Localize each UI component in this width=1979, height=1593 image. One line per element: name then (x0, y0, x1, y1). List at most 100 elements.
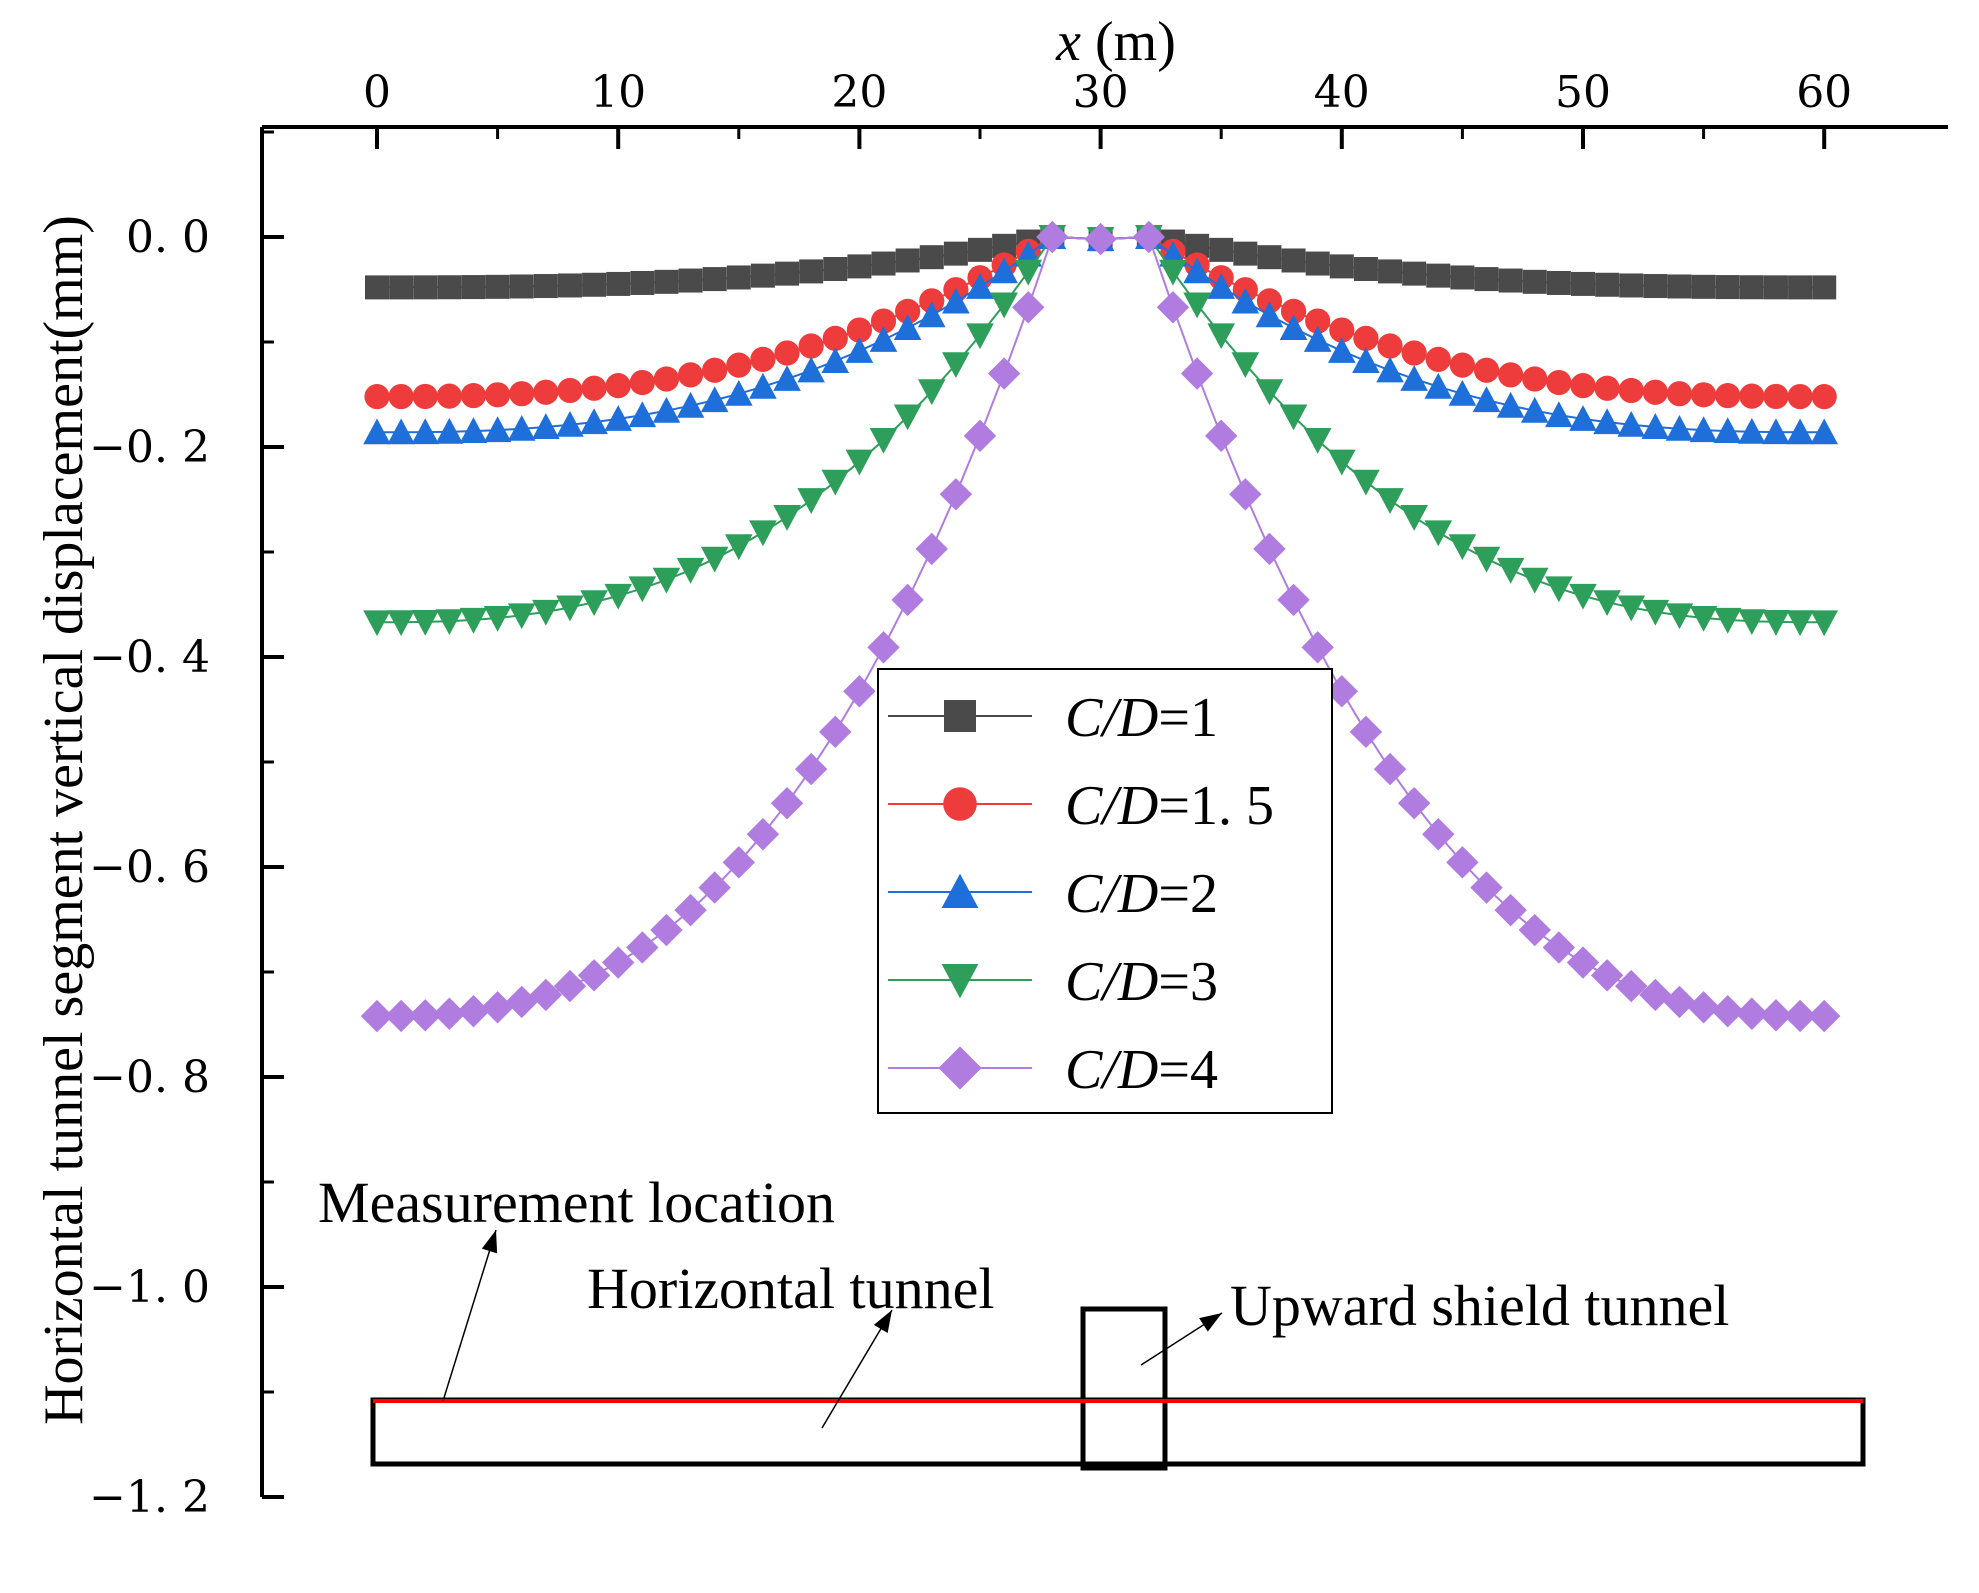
data-point (990, 257, 1018, 284)
data-point (1545, 576, 1573, 603)
data-point (1036, 220, 1069, 254)
data-point (1546, 270, 1571, 295)
data-point (1328, 337, 1356, 363)
data-point (1595, 272, 1620, 297)
legend-label-value: =1. 5 (1158, 775, 1274, 837)
data-point (775, 261, 800, 286)
series-square (365, 225, 1837, 300)
data-point (1615, 969, 1648, 1003)
data-point (869, 427, 898, 454)
data-point (483, 416, 512, 443)
data-point (1448, 379, 1477, 406)
data-point (1352, 347, 1380, 374)
data-point (1257, 245, 1282, 270)
data-point (604, 405, 632, 431)
legend-label-value: =2 (1158, 863, 1218, 925)
data-point (1305, 308, 1331, 334)
data-point (1739, 275, 1764, 300)
data-point (507, 414, 536, 441)
data-point (773, 505, 801, 531)
data-point (437, 275, 462, 300)
data-point (1542, 931, 1576, 964)
data-point (990, 292, 1018, 319)
legend-label-value: =3 (1158, 951, 1218, 1013)
data-point (700, 546, 729, 573)
data-point (942, 287, 970, 314)
data-point (529, 978, 563, 1012)
data-point (821, 469, 850, 496)
data-point (1255, 379, 1284, 406)
data-point (1255, 301, 1284, 328)
data-point (1280, 298, 1307, 324)
data-point (1426, 263, 1451, 288)
data-point (483, 605, 512, 632)
data-point (943, 241, 968, 266)
legend-marker (941, 964, 979, 999)
data-point (1449, 352, 1475, 378)
x-tick-label: 0 (363, 67, 391, 118)
data-point (1569, 405, 1597, 431)
data-point (1185, 233, 1210, 258)
data-point (1301, 631, 1334, 664)
data-point (917, 379, 946, 406)
data-point (1424, 520, 1453, 547)
series-line (377, 235, 1825, 398)
data-point (1305, 251, 1330, 276)
data-point (435, 609, 464, 635)
data-point (676, 391, 705, 418)
data-point (1810, 610, 1838, 637)
data-point (653, 366, 680, 392)
data-point (1253, 532, 1286, 566)
horizontal-tunnel-arrow (821, 1309, 893, 1429)
data-point (1373, 752, 1407, 786)
legend-label-value: =1 (1158, 687, 1218, 749)
data-point (749, 520, 777, 547)
data-point (1402, 261, 1427, 286)
data-point (919, 288, 945, 314)
data-point (1397, 787, 1431, 820)
data-point (750, 263, 775, 288)
legend-label: C/D=2 (1065, 863, 1218, 925)
data-point (1571, 271, 1595, 296)
data-point (1498, 362, 1524, 388)
legend-marker (938, 1046, 982, 1090)
legend-label: C/D=3 (1065, 951, 1218, 1013)
data-point (654, 269, 679, 294)
y-tick-label: −0. 2 (89, 422, 210, 473)
data-point (1715, 382, 1741, 409)
data-point (1376, 488, 1404, 514)
data-point (363, 610, 391, 637)
data-point (1665, 603, 1694, 630)
data-point (1663, 985, 1696, 1019)
data-point (1496, 391, 1525, 418)
data-point (749, 372, 777, 399)
data-point (915, 532, 948, 566)
data-point (577, 959, 611, 992)
data-point (1691, 382, 1717, 408)
data-point (1566, 946, 1600, 979)
data-point (968, 237, 992, 262)
data-point (845, 337, 874, 363)
data-point (507, 603, 536, 630)
data-point (893, 404, 922, 431)
y-tick-label: 0. 0 (126, 212, 210, 263)
data-point (1352, 469, 1380, 496)
data-point (1328, 449, 1356, 476)
data-point (1520, 567, 1549, 594)
data-point (722, 846, 755, 879)
series-line (377, 235, 1825, 434)
measurement-arrow-head (481, 1230, 498, 1254)
data-point (942, 352, 970, 379)
data-point (1762, 418, 1790, 445)
x-tick-label: 40 (1314, 67, 1370, 118)
y-tick-label: −0. 8 (89, 1052, 210, 1103)
data-point (1012, 291, 1045, 324)
data-point (895, 248, 920, 273)
data-point (1376, 356, 1404, 383)
data-point (798, 333, 824, 359)
data-point (457, 994, 490, 1028)
data-point (1713, 417, 1742, 444)
data-point (1473, 357, 1500, 383)
data-point (412, 383, 438, 410)
